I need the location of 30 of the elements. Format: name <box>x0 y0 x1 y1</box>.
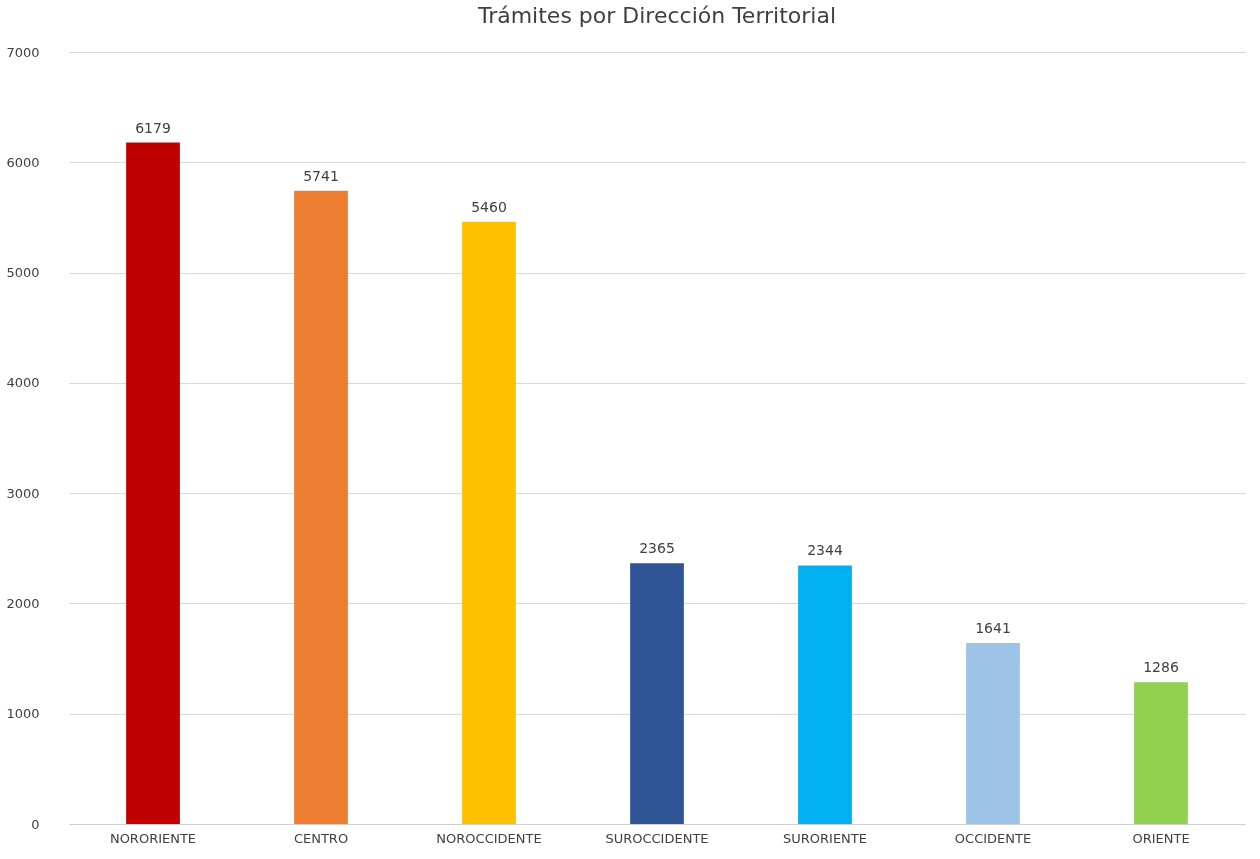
bar <box>294 190 348 824</box>
x-tick-label: SURORIENTE <box>783 830 867 846</box>
x-tick-label: SUROCCIDENTE <box>605 830 709 846</box>
y-tick-label: 3000 <box>6 485 40 501</box>
x-tick-label: CENTRO <box>293 830 349 846</box>
y-tick-label: 7000 <box>6 44 40 60</box>
bar <box>966 643 1020 824</box>
x-tick-label: NORORIENTE <box>109 830 197 846</box>
data-label: 1286 <box>1143 659 1179 676</box>
y-tick-label: 6000 <box>6 154 40 170</box>
data-label: 5460 <box>471 198 507 215</box>
data-label: 2344 <box>807 542 843 559</box>
x-tick-label: ORIENTE <box>1132 830 1190 846</box>
data-label: 2365 <box>639 540 675 557</box>
x-tick-label: OCCIDENTE <box>954 830 1032 846</box>
data-label: 1641 <box>975 620 1011 637</box>
data-label: 5741 <box>303 167 339 184</box>
y-tick-label: 5000 <box>6 265 40 281</box>
data-label: 6179 <box>135 119 171 136</box>
y-tick-label: 1000 <box>6 706 40 722</box>
bar <box>1134 682 1188 824</box>
bar <box>630 563 684 824</box>
y-tick-label: 2000 <box>6 595 40 611</box>
x-tick-label: NOROCCIDENTE <box>436 830 542 846</box>
y-tick-label: 4000 <box>6 375 40 391</box>
bar <box>462 221 516 824</box>
y-tick-label: 0 <box>31 816 40 832</box>
bar <box>126 142 180 824</box>
chart-title: Trámites por Dirección Territorial <box>476 3 837 28</box>
bar <box>798 565 852 824</box>
